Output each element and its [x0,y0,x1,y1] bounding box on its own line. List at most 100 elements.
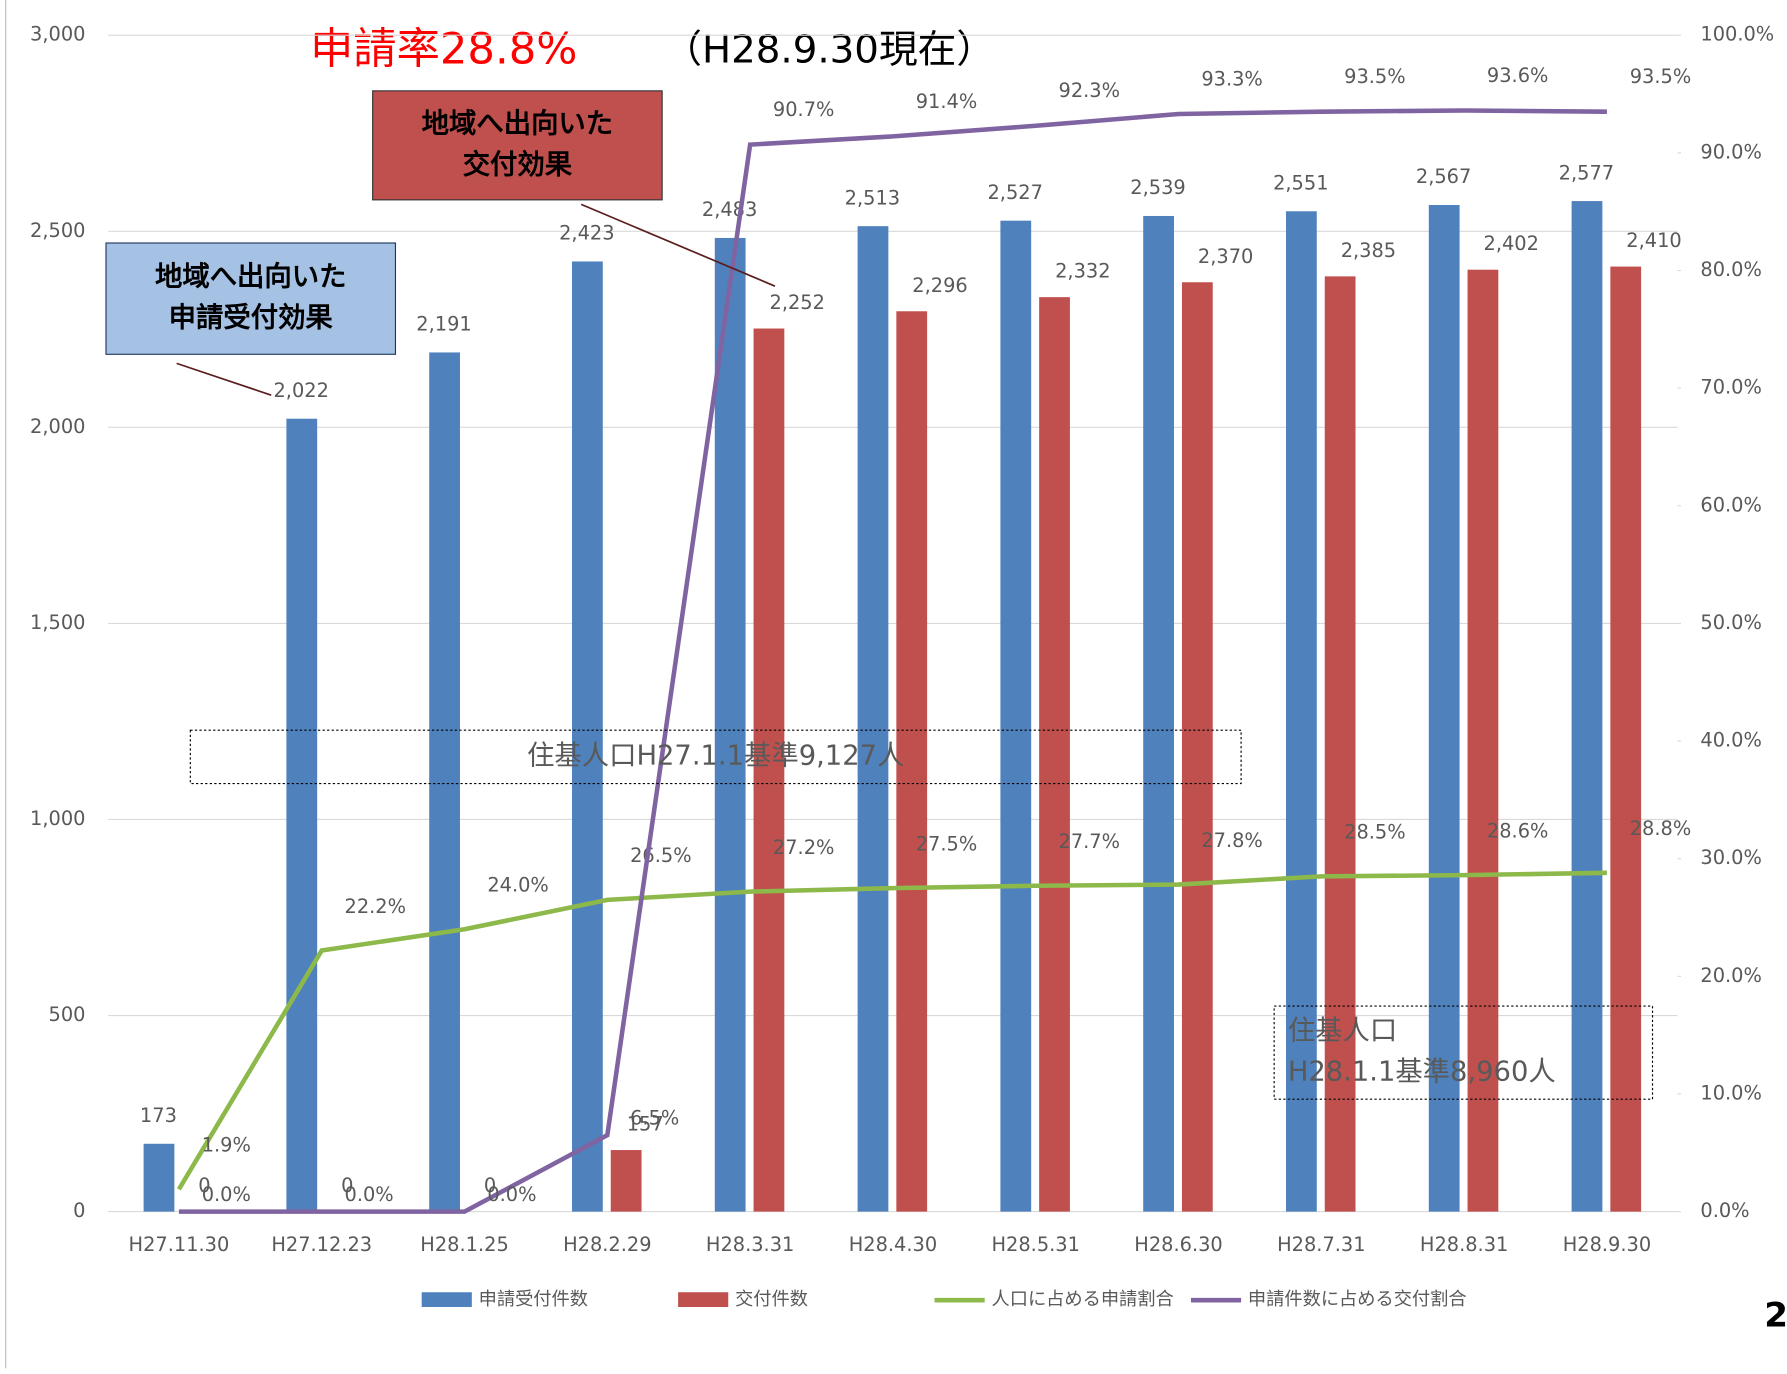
x-tick-label: H28.4.30 [849,1233,937,1256]
y2-tick-label: 90.0% [1700,140,1762,163]
y2-tick-label: 30.0% [1700,846,1762,869]
x-tick-label: H27.11.30 [129,1233,230,1256]
annotation-text: 申請受付効果 [169,302,334,334]
data-label: 2,551 [1273,172,1328,195]
bar [1143,215,1174,1212]
data-label: 1.9% [202,1134,251,1157]
y2-tick-label: 70.0% [1700,376,1762,399]
y2-tick-label: 40.0% [1700,729,1762,752]
data-label: 92.3% [1059,79,1121,102]
annotation-text: 地域へ出向いた [155,261,346,293]
data-label: 173 [140,1104,177,1127]
data-label: 2,577 [1559,161,1614,184]
legend-label: 交付件数 [735,1289,808,1310]
data-label: 0.0% [487,1183,536,1206]
data-label: 2,370 [1198,245,1253,268]
data-label: 2,410 [1626,229,1681,252]
y2-tick-label: 80.0% [1700,258,1762,281]
x-tick-label: H28.6.30 [1134,1233,1222,1256]
line [176,870,1607,1191]
annotation-box [105,242,397,355]
data-label: 93.5% [1630,65,1692,88]
data-label: 2,402 [1484,232,1539,255]
title-rate: 申請率28.8% [310,25,577,75]
annotation-text: 住基人口H27.1.1基準9,127人 [527,740,904,771]
annotation-leader [580,203,776,287]
annotation-box [1273,1005,1654,1100]
title-date: （H28.9.30現在） [663,28,995,73]
x-tick-label: H28.3.31 [706,1233,794,1256]
data-label: 91.4% [916,90,978,113]
data-label: 93.5% [1344,65,1406,88]
data-label: 2,567 [1416,165,1471,188]
x-tick-label: H28.8.31 [1420,1233,1508,1256]
data-label: 2,513 [845,186,900,209]
data-label: 2,527 [987,181,1042,204]
annotation-box [372,90,663,201]
data-label: 28.6% [1487,820,1549,843]
y-tick-label: 2,500 [30,219,85,242]
legend-swatch [678,1292,729,1308]
y2-tick-label: 20.0% [1700,964,1762,987]
data-label: 93.3% [1201,67,1263,90]
y2-tick-label: 10.0% [1700,1081,1762,1104]
data-label: 2,191 [416,313,471,336]
annotation-leader [176,362,272,396]
bar [1428,204,1460,1212]
data-label: 2,332 [1055,260,1110,283]
bar [429,352,460,1212]
y-tick-label: 3,000 [30,23,85,46]
legend-label: 申請件数に占める交付割合 [1248,1289,1467,1310]
data-label: 157 [627,1113,664,1136]
bar [1324,276,1356,1212]
bar [610,1150,642,1212]
line [178,108,1607,1214]
bar [753,328,785,1212]
bar [571,261,603,1212]
data-label: 0 [198,1174,210,1197]
data-label: 2,423 [559,222,614,245]
y2-tick-label: 60.0% [1700,493,1762,516]
bar [896,311,928,1212]
data-label: 0 [341,1174,353,1197]
data-label: 27.8% [1201,829,1263,852]
y-tick-label: 2,000 [30,415,85,438]
data-label: 26.5% [630,844,692,867]
data-label: 28.8% [1630,817,1692,840]
annotation-text: 地域へ出向いた [422,107,613,139]
bar [1467,269,1499,1212]
bar [143,1143,175,1212]
legend-label: 申請受付件数 [479,1289,588,1310]
y-tick-label: 1,500 [30,611,85,634]
data-label: 2,539 [1130,176,1185,199]
data-label: 2,483 [702,198,757,221]
bar [1181,282,1213,1212]
legend-swatch [421,1292,472,1308]
data-label: 90.7% [773,98,835,121]
data-label: 0.0% [345,1183,394,1206]
bar [1286,211,1317,1212]
x-tick-label: H27.12.23 [271,1233,372,1256]
legend-label: 人口に占める申請割合 [992,1289,1174,1310]
data-label: 6.5% [630,1107,679,1130]
data-label: 27.2% [773,836,835,859]
y2-tick-label: 0.0% [1700,1199,1749,1222]
data-label: 0 [484,1174,496,1197]
data-label: 2,296 [912,274,967,297]
y2-tick-label: 100.0% [1700,23,1774,46]
y2-tick-label: 50.0% [1700,611,1762,634]
bar [1000,220,1032,1212]
data-label: 27.7% [1059,830,1121,853]
data-label: 24.0% [487,874,549,897]
bar [1039,297,1070,1212]
data-label: 2,022 [273,379,328,402]
x-tick-label: H28.9.30 [1563,1233,1651,1256]
bar [286,418,318,1212]
data-label: 27.5% [916,832,978,855]
y-tick-label: 500 [49,1003,86,1026]
annotation-text: H28.1.1基準8,960人 [1288,1057,1556,1088]
x-tick-label: H28.1.25 [420,1233,508,1256]
bar [1571,201,1603,1212]
y-tick-label: 0 [73,1199,85,1222]
